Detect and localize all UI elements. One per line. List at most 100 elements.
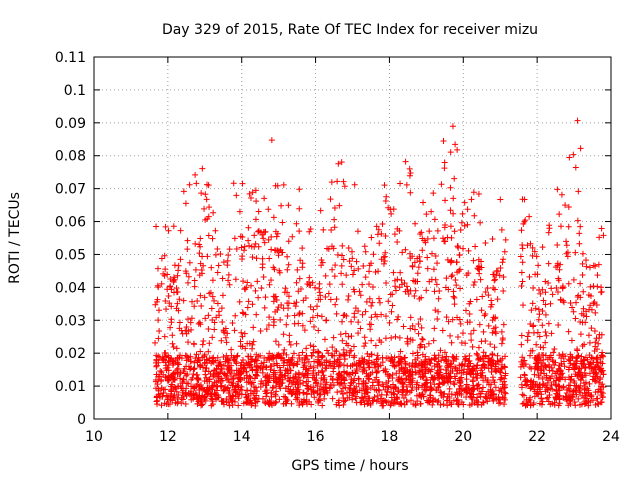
data-point — [451, 381, 458, 388]
data-point — [366, 375, 373, 382]
x-tick-label: 10 — [85, 429, 103, 445]
data-point — [355, 330, 362, 337]
data-point — [392, 384, 399, 391]
data-point — [161, 333, 168, 340]
data-point — [245, 298, 252, 305]
data-point — [468, 196, 475, 203]
data-point — [487, 341, 494, 348]
data-point — [571, 387, 578, 394]
data-point — [209, 293, 216, 300]
data-point — [394, 276, 401, 283]
data-point — [335, 371, 342, 378]
data-point — [233, 372, 240, 379]
data-point — [388, 354, 395, 361]
data-point — [430, 235, 437, 242]
data-point — [542, 388, 549, 395]
data-point — [527, 384, 534, 391]
data-point — [352, 395, 359, 402]
data-point — [542, 339, 549, 346]
data-point — [198, 302, 205, 309]
data-point — [462, 307, 469, 314]
data-point — [560, 395, 567, 402]
data-point — [270, 371, 277, 378]
data-point — [269, 384, 276, 391]
data-point — [165, 401, 172, 408]
data-point — [211, 367, 218, 374]
data-point — [311, 358, 318, 365]
data-point — [424, 254, 431, 261]
data-point — [237, 371, 244, 378]
data-point — [240, 278, 247, 285]
y-tick-label: 0.04 — [55, 280, 86, 296]
data-point — [331, 204, 338, 211]
data-point — [224, 257, 231, 264]
data-point — [521, 371, 528, 378]
data-point — [397, 180, 404, 187]
data-point — [473, 296, 480, 303]
data-point — [531, 371, 538, 378]
data-point — [351, 352, 358, 359]
data-point — [244, 279, 251, 286]
data-point — [476, 270, 483, 277]
data-point — [191, 384, 198, 391]
data-point — [288, 390, 295, 397]
data-point — [322, 317, 329, 324]
data-point — [206, 204, 213, 211]
data-point — [453, 397, 460, 404]
data-point — [204, 253, 211, 260]
x-tick-label: 16 — [307, 429, 325, 445]
data-point — [315, 369, 322, 376]
data-point — [411, 326, 418, 333]
x-tick-label: 12 — [159, 429, 177, 445]
data-point — [340, 351, 347, 358]
data-point — [443, 353, 450, 360]
data-point — [468, 337, 475, 344]
data-point — [205, 326, 212, 333]
data-point — [255, 208, 262, 215]
data-point — [532, 305, 539, 312]
data-point — [345, 296, 352, 303]
data-point — [336, 202, 343, 209]
data-point — [328, 179, 335, 186]
data-point — [312, 380, 319, 387]
data-point — [370, 251, 377, 258]
data-point — [439, 327, 446, 334]
data-point — [576, 365, 583, 372]
data-point — [280, 400, 287, 407]
y-axis-title: ROTI / TECUs — [7, 192, 23, 284]
data-point — [266, 355, 273, 362]
data-point — [446, 399, 453, 406]
data-point — [403, 181, 410, 188]
data-point — [361, 243, 368, 250]
data-point — [214, 245, 221, 252]
data-point — [430, 266, 437, 273]
data-point — [527, 399, 534, 406]
data-point — [202, 371, 209, 378]
data-point — [558, 360, 565, 367]
data-point — [451, 228, 458, 235]
data-point — [594, 373, 601, 380]
data-point — [246, 190, 253, 197]
data-point — [500, 256, 507, 263]
data-point — [169, 332, 176, 339]
data-point — [469, 343, 476, 350]
data-point — [407, 336, 414, 343]
data-point — [443, 275, 450, 282]
data-point — [268, 233, 275, 240]
data-point — [583, 308, 590, 315]
data-point — [218, 365, 225, 372]
data-point — [423, 287, 430, 294]
data-point — [366, 295, 373, 302]
data-point — [535, 262, 542, 269]
data-point — [397, 355, 404, 362]
data-point — [557, 370, 564, 377]
data-point — [448, 339, 455, 346]
data-point — [476, 263, 483, 270]
data-point — [542, 328, 549, 335]
data-point — [296, 275, 303, 282]
data-point — [485, 355, 492, 362]
data-point — [589, 355, 596, 362]
data-point — [249, 301, 256, 308]
data-point — [434, 399, 441, 406]
data-point — [165, 354, 172, 361]
